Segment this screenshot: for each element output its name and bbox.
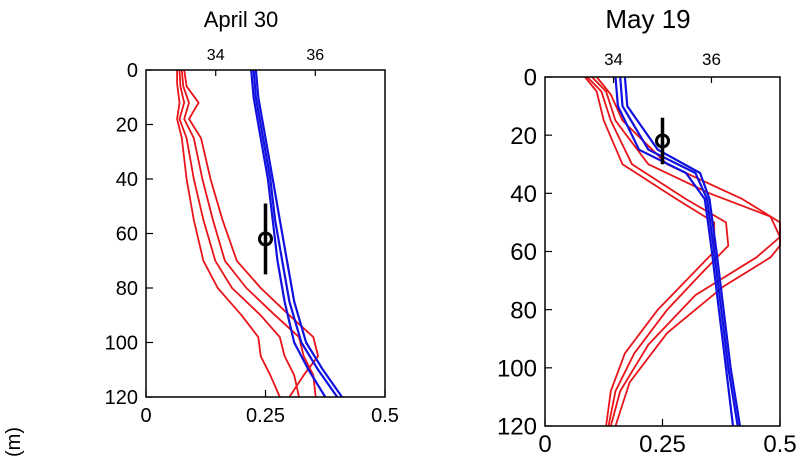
april-x-tick-label: 0 bbox=[140, 405, 151, 427]
may-series-1-profile-2 bbox=[623, 76, 742, 427]
may-series-1-profile-1 bbox=[619, 76, 739, 427]
april-series-0-profile-1 bbox=[178, 69, 300, 398]
april-x-tick-label: 0.25 bbox=[246, 405, 285, 427]
april-series-1-profile-1 bbox=[252, 69, 339, 398]
may-y-tick-label: 120 bbox=[497, 414, 537, 441]
may-marker-circle bbox=[655, 133, 670, 149]
may-y-tick-label: 80 bbox=[510, 297, 537, 324]
may-y-tick-label: 20 bbox=[510, 123, 537, 150]
may-y-tick-label: 100 bbox=[497, 355, 537, 382]
may-top-tick-label: 34 bbox=[604, 50, 623, 69]
april-top-tick-label: 36 bbox=[306, 47, 324, 64]
may-y-tick-label: 0 bbox=[524, 65, 537, 92]
april-axes-frame bbox=[145, 69, 386, 398]
may-series-0-profile-2 bbox=[591, 76, 781, 427]
april-y-tick-label: 60 bbox=[116, 224, 138, 246]
april-top-tick-label: 34 bbox=[207, 47, 225, 64]
may-y-tick-label: 40 bbox=[510, 181, 537, 208]
april-series-0-profile-2 bbox=[180, 69, 317, 398]
april-series-1-profile-2 bbox=[254, 69, 343, 398]
april-series-0-profile-3 bbox=[183, 69, 319, 398]
may-top-tick-label: 36 bbox=[702, 50, 721, 69]
april-series-0-profile-0 bbox=[176, 70, 281, 398]
may-x-tick-label: 0.5 bbox=[763, 431, 796, 458]
may-series-1-profile-0 bbox=[614, 76, 735, 427]
may-series-0-profile-0 bbox=[584, 76, 716, 427]
chart-april-title: April 30 bbox=[204, 7, 279, 32]
edge-unit-label: (m) bbox=[3, 427, 25, 457]
april-y-tick-label: 100 bbox=[105, 333, 138, 355]
may-series-0-profile-1 bbox=[586, 76, 730, 427]
april-y-tick-label: 120 bbox=[105, 387, 138, 409]
april-y-tick-label: 40 bbox=[116, 169, 138, 191]
may-x-tick-label: 0.25 bbox=[639, 431, 686, 458]
april-y-tick-label: 20 bbox=[116, 115, 138, 137]
april-y-tick-label: 0 bbox=[127, 60, 138, 82]
may-y-tick-label: 60 bbox=[510, 239, 537, 266]
april-y-tick-label: 80 bbox=[116, 278, 138, 300]
may-x-tick-label: 0 bbox=[538, 431, 551, 458]
may-axes-frame bbox=[544, 76, 781, 427]
april-x-tick-label: 0.5 bbox=[371, 405, 399, 427]
april-marker-circle bbox=[258, 231, 273, 247]
april-series-1-profile-0 bbox=[250, 69, 327, 398]
chart-may-title: May 19 bbox=[605, 4, 690, 34]
